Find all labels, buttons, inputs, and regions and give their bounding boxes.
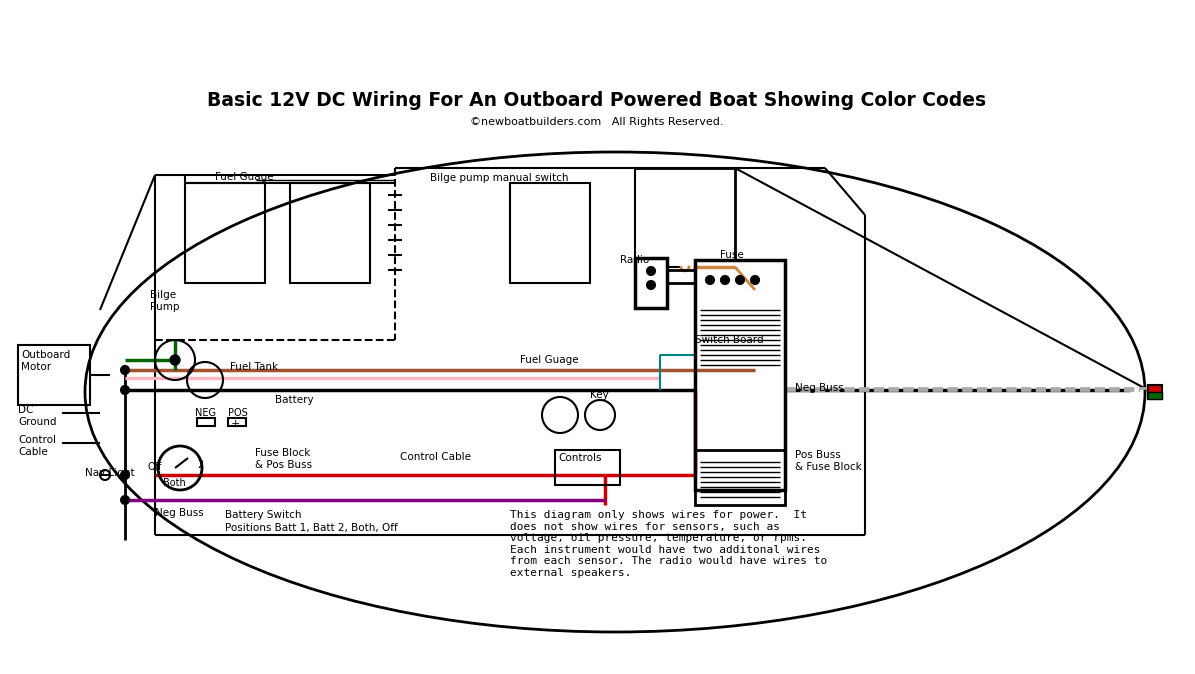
Circle shape: [646, 267, 655, 275]
Circle shape: [170, 355, 180, 365]
Bar: [290, 183, 370, 283]
Text: Both: Both: [163, 478, 185, 488]
Bar: [695, 450, 785, 505]
Bar: [228, 418, 246, 426]
Text: Positions Batt 1, Batt 2, Both, Off: Positions Batt 1, Batt 2, Both, Off: [225, 523, 398, 533]
Text: Battery Switch: Battery Switch: [225, 510, 301, 520]
Text: Basic 12V DC Wiring For An Outboard Powered Boat Showing Color Codes: Basic 12V DC Wiring For An Outboard Powe…: [208, 90, 987, 109]
Text: Pos Buss
& Fuse Block: Pos Buss & Fuse Block: [795, 450, 862, 472]
Text: Fuel Guage: Fuel Guage: [520, 355, 578, 365]
Text: Control
Cable: Control Cable: [18, 435, 56, 456]
Text: Bilge pump manual switch: Bilge pump manual switch: [430, 173, 569, 183]
Circle shape: [646, 281, 655, 289]
Text: Nav Light: Nav Light: [85, 468, 135, 478]
Text: Fuse Block
& Pos Buss: Fuse Block & Pos Buss: [255, 448, 312, 470]
Bar: [1148, 392, 1162, 399]
Circle shape: [750, 276, 759, 284]
Circle shape: [121, 496, 129, 504]
Bar: [1148, 385, 1162, 399]
Text: Key: Key: [590, 390, 608, 400]
Bar: [510, 183, 590, 283]
Text: -: -: [200, 420, 204, 433]
Bar: [554, 450, 620, 485]
Text: NEG: NEG: [195, 408, 216, 418]
Text: Neg Buss: Neg Buss: [795, 383, 844, 393]
Circle shape: [121, 386, 129, 394]
Bar: [635, 258, 667, 308]
Text: Switch Board: Switch Board: [695, 335, 764, 345]
Circle shape: [706, 276, 713, 284]
Text: ©newboatbuilders.com   All Rights Reserved.: ©newboatbuilders.com All Rights Reserved…: [471, 117, 724, 127]
Text: Controls: Controls: [558, 453, 601, 463]
Bar: [18, 345, 90, 405]
Text: Fuel Tank: Fuel Tank: [229, 362, 278, 372]
Text: DC
Ground: DC Ground: [18, 405, 56, 427]
Text: +: +: [231, 419, 240, 429]
Text: Outboard
Motor: Outboard Motor: [22, 350, 71, 371]
Text: Radio: Radio: [620, 255, 649, 265]
Text: POS: POS: [228, 408, 247, 418]
Text: Off: Off: [148, 462, 163, 472]
Circle shape: [121, 471, 129, 479]
Text: Control Cable: Control Cable: [400, 452, 471, 462]
Bar: [695, 260, 785, 490]
Circle shape: [121, 366, 129, 374]
Bar: [185, 183, 265, 283]
Text: 2: 2: [197, 460, 203, 470]
Text: Fuse: Fuse: [721, 250, 743, 260]
Text: Fuel Guage: Fuel Guage: [215, 172, 274, 182]
Circle shape: [736, 276, 744, 284]
Text: This diagram only shows wires for power.  It
does not show wires for sensors, su: This diagram only shows wires for power.…: [510, 510, 827, 578]
Circle shape: [721, 276, 729, 284]
Text: Battery: Battery: [275, 395, 313, 405]
Text: Neg Buss: Neg Buss: [155, 508, 204, 518]
Bar: [197, 418, 215, 426]
Text: Bilge
Pump: Bilge Pump: [151, 290, 179, 311]
